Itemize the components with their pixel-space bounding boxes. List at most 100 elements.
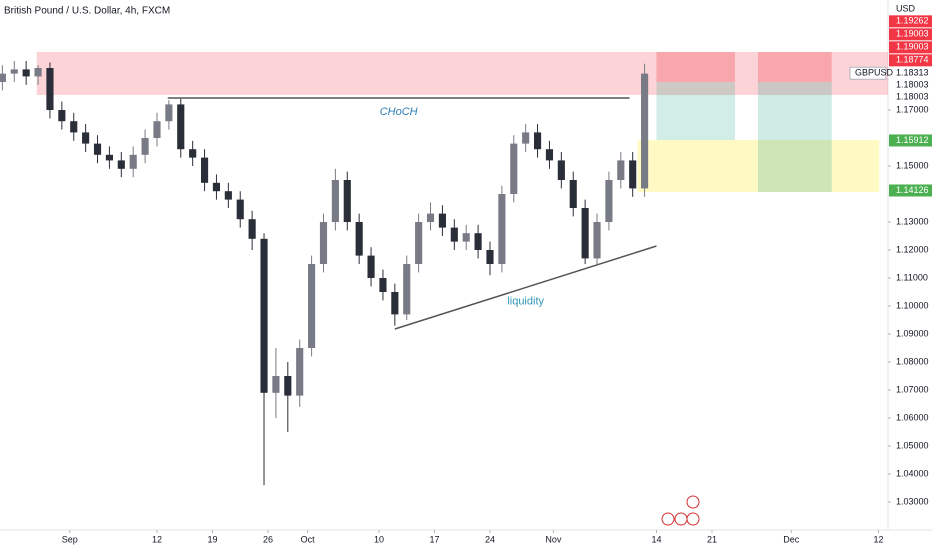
candle-body bbox=[522, 132, 530, 144]
price-label: 1.18003 bbox=[896, 92, 929, 102]
price-label: 1.19003 bbox=[896, 42, 929, 52]
candle-body bbox=[34, 68, 42, 77]
zone bbox=[36, 52, 888, 96]
x-tick-label: 14 bbox=[651, 534, 661, 544]
zone bbox=[757, 82, 832, 193]
candle-body bbox=[343, 180, 351, 223]
price-label-bg bbox=[889, 184, 932, 197]
candle-body bbox=[593, 222, 601, 259]
y-tick-label: 1.15000 bbox=[896, 160, 929, 170]
candle-body bbox=[486, 250, 494, 265]
plot-area: CHoCH liquidity bbox=[0, 52, 888, 486]
candle-body bbox=[498, 194, 506, 265]
x-tick-label: 21 bbox=[707, 534, 717, 544]
candle-body bbox=[426, 213, 435, 223]
price-label: 1.19003 bbox=[896, 29, 929, 39]
candle-body bbox=[581, 208, 589, 259]
candle-body bbox=[260, 238, 268, 393]
candle-body bbox=[141, 138, 149, 155]
symbol-label-bg bbox=[849, 66, 887, 80]
candle-body bbox=[474, 233, 482, 251]
x-tick-label: 12 bbox=[152, 534, 162, 544]
price-label-bg bbox=[889, 41, 932, 54]
candle-body bbox=[331, 180, 339, 223]
event-icon[interactable] bbox=[674, 512, 688, 526]
candle-body bbox=[403, 264, 411, 315]
trend-line-label: CHoCH bbox=[380, 106, 418, 118]
candle-body bbox=[450, 227, 458, 242]
candle-body bbox=[462, 233, 470, 242]
y-tick-label: 1.12000 bbox=[896, 244, 929, 254]
candle-body bbox=[545, 149, 554, 161]
candle-body bbox=[93, 143, 102, 155]
candle-body bbox=[415, 222, 423, 265]
candle-body bbox=[200, 157, 209, 183]
candle-body bbox=[129, 154, 137, 169]
candle-body bbox=[224, 191, 232, 200]
candle-body bbox=[438, 213, 446, 228]
candle-body bbox=[319, 222, 328, 265]
y-tick-label: 1.07000 bbox=[896, 384, 929, 394]
price-label-bg bbox=[889, 54, 932, 67]
candle-body bbox=[189, 149, 197, 158]
trend-line bbox=[394, 245, 657, 330]
x-tick-label: 12 bbox=[873, 534, 883, 544]
candle-body bbox=[117, 160, 125, 169]
event-icon[interactable] bbox=[661, 512, 675, 526]
event-icon[interactable] bbox=[686, 495, 700, 509]
economic-events[interactable] bbox=[661, 495, 700, 526]
zone bbox=[637, 139, 880, 193]
candle-body bbox=[272, 376, 280, 393]
price-label: 1.18003 bbox=[896, 80, 929, 90]
y-tick-label: 1.08000 bbox=[896, 356, 929, 366]
symbol-label: GBPUSD bbox=[855, 68, 894, 78]
candle-body bbox=[236, 199, 244, 220]
candle-body bbox=[153, 121, 161, 139]
y-tick-label: 1.04000 bbox=[896, 468, 929, 478]
y-tick-label: 1.17000 bbox=[896, 104, 929, 114]
candle-body bbox=[533, 132, 542, 150]
x-tick-label: Oct bbox=[301, 534, 316, 544]
y-tick-label: 1.11000 bbox=[896, 272, 928, 282]
candle-body bbox=[296, 348, 304, 396]
candle-body bbox=[641, 73, 649, 189]
candle-body bbox=[0, 73, 6, 83]
candle-body bbox=[58, 110, 66, 122]
candle-body bbox=[46, 68, 54, 111]
zone bbox=[656, 52, 735, 83]
y-tick-label: 1.05000 bbox=[896, 440, 929, 450]
x-tick-label: 26 bbox=[263, 534, 273, 544]
candle-body bbox=[82, 132, 90, 144]
price-label: 1.15912 bbox=[896, 135, 929, 145]
y-tick-label: 1.03000 bbox=[896, 496, 929, 506]
price-label: 1.14126 bbox=[896, 185, 929, 195]
y-tick-label: 1.06000 bbox=[896, 412, 929, 422]
x-tick-label: Sep bbox=[62, 534, 78, 544]
y-tick-label: 1.09000 bbox=[896, 328, 929, 338]
candle-body bbox=[629, 160, 637, 189]
event-icon[interactable] bbox=[686, 512, 700, 526]
candle-body bbox=[70, 121, 78, 133]
candle-body bbox=[569, 180, 577, 209]
candle-body bbox=[308, 264, 316, 349]
chart-title: British Pound / U.S. Dollar, 4h, FXCM bbox=[4, 6, 170, 17]
x-tick-label: 17 bbox=[429, 534, 439, 544]
candle-body bbox=[248, 219, 256, 239]
candle-body bbox=[557, 160, 565, 181]
candle-body bbox=[212, 182, 221, 192]
candle-body bbox=[10, 69, 18, 74]
x-tick-label: Dec bbox=[783, 534, 800, 544]
candle-body bbox=[284, 376, 292, 396]
y-tick-label: 1.13000 bbox=[896, 216, 929, 226]
candle-body bbox=[177, 104, 185, 150]
candle-body bbox=[617, 160, 625, 181]
price-label: 1.18313 bbox=[896, 68, 929, 78]
x-tick-label: 19 bbox=[207, 534, 217, 544]
candle-body bbox=[391, 292, 399, 315]
price-label-bg bbox=[889, 79, 932, 92]
trend-line-label: liquidity bbox=[507, 295, 544, 307]
candle-body bbox=[379, 278, 387, 293]
price-label-bg bbox=[889, 28, 932, 41]
